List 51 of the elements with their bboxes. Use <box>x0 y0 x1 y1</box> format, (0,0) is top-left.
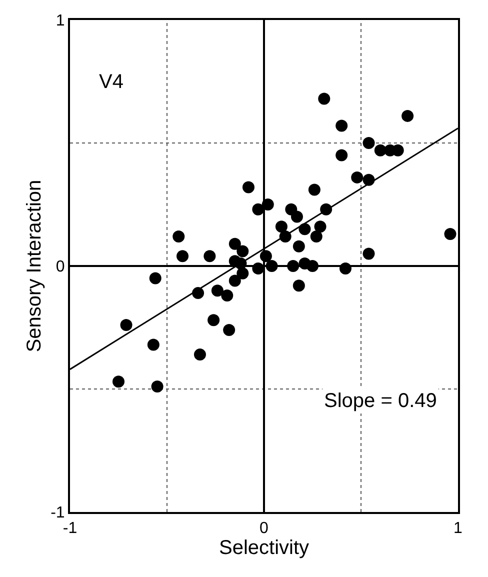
point <box>194 348 206 361</box>
point <box>339 262 352 274</box>
point <box>260 250 272 262</box>
point <box>208 314 220 326</box>
x-tick-label: 0 <box>260 520 269 538</box>
point <box>236 245 249 258</box>
point <box>318 92 330 105</box>
point <box>252 203 264 216</box>
point <box>444 228 456 240</box>
point <box>228 238 241 250</box>
point <box>228 274 241 287</box>
point <box>287 260 300 272</box>
point <box>147 338 160 351</box>
y-tick-label: 0 <box>56 258 65 276</box>
point <box>176 250 189 262</box>
point <box>292 280 305 292</box>
point <box>336 120 348 132</box>
point <box>204 250 216 262</box>
point <box>402 110 414 122</box>
annotation: Slope = 0.49 <box>324 390 437 412</box>
point <box>336 149 348 162</box>
point <box>221 290 234 302</box>
point <box>308 184 320 196</box>
point <box>120 319 132 332</box>
x-tick-label: 1 <box>454 520 463 538</box>
point <box>112 376 124 388</box>
point <box>236 267 249 280</box>
point <box>151 380 164 393</box>
point <box>262 198 274 210</box>
point <box>149 272 162 284</box>
point <box>310 230 322 242</box>
point <box>172 230 185 242</box>
point <box>266 260 278 272</box>
point <box>351 171 364 184</box>
point <box>290 210 303 223</box>
point <box>223 324 236 336</box>
y-tick-label: 1 <box>56 12 65 30</box>
point <box>275 220 288 233</box>
point <box>306 260 318 272</box>
annotation: V4 <box>99 71 124 93</box>
x-axis-title: Selectivity <box>218 537 310 560</box>
point <box>292 240 305 252</box>
y-tick-label: -1 <box>50 504 65 522</box>
point <box>242 181 254 194</box>
point <box>314 220 326 233</box>
y-axis-title: Sensory Interaction <box>24 180 46 352</box>
point <box>211 284 224 297</box>
point <box>298 223 311 236</box>
point <box>252 262 264 274</box>
point <box>362 137 375 149</box>
point <box>362 248 375 260</box>
